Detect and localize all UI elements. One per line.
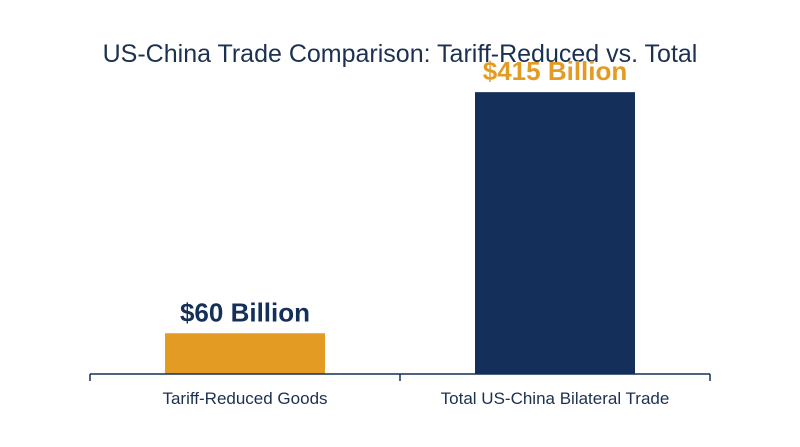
value-labels-layer: $60 Billion $415 Billion [180, 56, 627, 327]
chart-title: US-China Trade Comparison: Tariff-Reduce… [103, 40, 698, 68]
value-label-total-us-china-bilateral-trade: $415 Billion [483, 56, 628, 86]
bars-layer [165, 92, 635, 374]
x-axis: Tariff-Reduced Goods Total US-China Bilat… [89, 373, 711, 408]
x-tick-label-tariff-reduced-goods: Tariff-Reduced Goods [162, 389, 327, 408]
x-tick-label-total-us-china-bilateral-trade: Total US-China Bilateral Trade [441, 389, 670, 408]
bar-tariff-reduced-goods [165, 333, 325, 374]
bar-total-us-china-bilateral-trade [475, 92, 635, 374]
value-label-tariff-reduced-goods: $60 Billion [180, 297, 310, 327]
